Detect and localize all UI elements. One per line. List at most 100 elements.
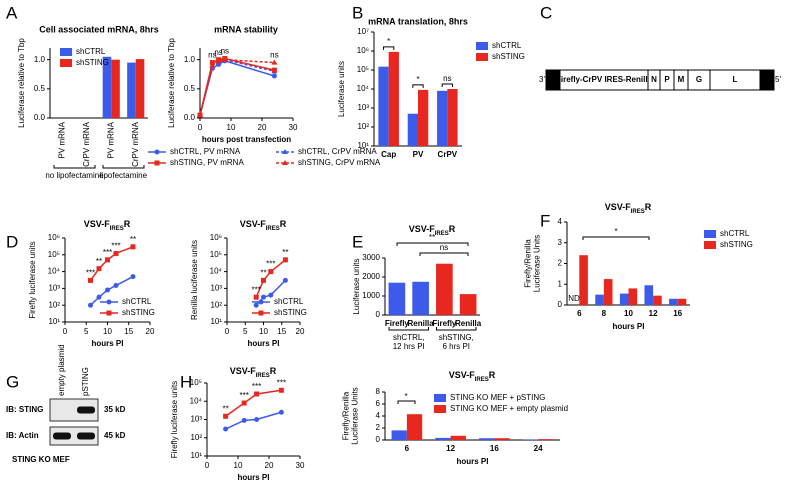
group-bracket [388, 327, 429, 331]
marker [88, 277, 93, 283]
chart-title: VSV-FIRESR [84, 219, 131, 231]
size-label: 35 kD [104, 405, 126, 414]
marker [130, 244, 136, 250]
legend-swatch [60, 48, 72, 56]
annotation: ** [429, 233, 435, 242]
title-part: R [449, 224, 456, 234]
marker [271, 59, 278, 65]
marker [282, 277, 288, 283]
chart-title: VSV-FIRESR [230, 366, 277, 378]
panel-label: F [540, 211, 550, 230]
x-tick-label: 16 [673, 309, 682, 318]
bar [677, 298, 687, 305]
legend-label: shSTING [274, 308, 307, 317]
marker [223, 413, 229, 419]
bar [479, 438, 495, 440]
y-axis-label: Firefly luciferase units [28, 241, 37, 318]
legend-swatch [704, 241, 716, 249]
annotation: * [404, 392, 407, 401]
y-tick-label: 10⁵ [210, 250, 222, 259]
y-tick-label: 10² [190, 433, 202, 442]
gene-label: Le [548, 75, 558, 84]
annotation: *** [103, 248, 112, 257]
title-part: IRES [475, 377, 489, 383]
y-tick-label: 10⁵ [357, 65, 369, 74]
y-axis-label: Luciferase relative to Tbp [17, 38, 26, 128]
gene-label: Tr [763, 75, 771, 84]
x-tick-label: 10 [234, 461, 243, 470]
title-part: IRES [110, 226, 124, 232]
group-bracket [53, 165, 96, 169]
annotation: *** [252, 285, 261, 294]
x-tick-label: 30 [289, 123, 298, 132]
x-tick-label: Firefly [432, 319, 457, 328]
x-tick-label: 20 [265, 461, 274, 470]
legend-label: shCTRL [274, 297, 304, 306]
bar [644, 285, 654, 305]
annotation: ** [130, 235, 136, 244]
x-axis-label: hours PI [237, 473, 269, 482]
bar [406, 414, 423, 440]
x-tick-label: CrPV mRNA [131, 121, 140, 167]
legend-marker [282, 160, 288, 165]
x-tick-label: Cap [381, 150, 396, 159]
marker [241, 400, 247, 406]
y-tick-label: 10⁴ [357, 84, 370, 93]
title-part: IRES [266, 226, 280, 232]
bar [418, 89, 429, 146]
bar [450, 435, 466, 440]
y-axis-label: Luciferase units [352, 258, 361, 314]
bar [595, 294, 604, 305]
bar [619, 293, 629, 305]
x-tick-label: 10 [624, 309, 633, 318]
marker [113, 250, 119, 256]
legend-label: shCTRL, CrPV mRNA [298, 147, 377, 156]
x-tick-label: Firefly [385, 319, 410, 328]
title-part: R [645, 202, 652, 212]
x-tick-label: 20 [146, 327, 155, 336]
y-tick-label: 10¹ [357, 141, 369, 150]
legend-label: STING KO MEF + pSTING [450, 393, 545, 402]
annotation: ** [222, 404, 228, 413]
annotation: *** [277, 378, 286, 387]
y-tick-label: 0 [376, 310, 381, 319]
marker [221, 56, 228, 62]
marker [105, 257, 110, 263]
chart-title: mRNA translation, 8hrs [368, 16, 468, 26]
group-label: 6 hrs PI [442, 342, 470, 351]
panel-label: C [540, 3, 552, 22]
x-tick-label: CrPV mRNA [82, 121, 91, 167]
significance-bracket [441, 83, 453, 87]
title-part: VSV-F [240, 219, 267, 229]
gene-label: Firefly-CrPV IRES-Renilla [556, 75, 653, 84]
bar [603, 279, 613, 305]
marker [96, 294, 102, 300]
x-tick-label: 10 [103, 327, 112, 336]
significance-bracket [412, 84, 424, 88]
bar [378, 66, 389, 146]
marker [278, 387, 284, 393]
y-tick-label: 2 [376, 423, 381, 432]
x-tick-label: 15 [277, 327, 286, 336]
x-tick-label: 12 [649, 309, 658, 318]
y-tick-label: 1 [558, 279, 563, 288]
marker [197, 112, 203, 118]
x-axis-label: hours PI [612, 322, 644, 331]
marker [271, 67, 277, 73]
y-tick-label: 4 [376, 411, 381, 420]
chart-title: VSV-FIRESR [605, 202, 652, 214]
marker [254, 391, 260, 397]
gene-label: M [678, 75, 685, 84]
annotation: ** [96, 257, 102, 266]
y-tick-label: 10⁴ [210, 267, 223, 276]
marker [215, 57, 222, 63]
lane-label: empty plasmid [57, 344, 66, 396]
annotation: * [416, 75, 419, 84]
blot-band [77, 432, 95, 440]
title-part: VSV-F [84, 219, 111, 229]
y-tick-label: 8 [376, 387, 381, 396]
title-part: IRES [256, 373, 270, 379]
bar [669, 298, 678, 305]
x-tick-label: 0 [205, 461, 210, 470]
